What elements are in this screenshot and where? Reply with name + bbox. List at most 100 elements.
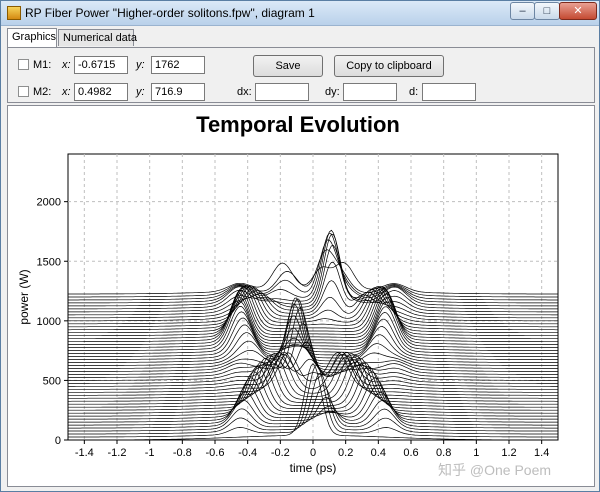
series-line (68, 364, 558, 438)
marker-row-m1: M1: x: -0.6715 y: 1762 Save Copy to clip… (8, 55, 594, 77)
series-line (68, 361, 558, 411)
series-line (68, 315, 558, 366)
dx-field[interactable] (255, 83, 309, 101)
tab-graphics[interactable]: Graphics (7, 28, 57, 47)
maximize-button[interactable]: □ (534, 2, 560, 20)
app-icon (7, 6, 21, 20)
temporal-evolution-plot[interactable]: -1.4 -1.2 -1 -0.8 -0.6 -0.4 -0.2 0 0.2 0.4 0.6 0.8 1… (8, 106, 594, 486)
y-tick-label: 500 (43, 375, 61, 387)
x-tick-label: 1 (473, 447, 479, 459)
series-line (68, 351, 558, 396)
series-line (68, 298, 558, 375)
series-line (68, 353, 558, 402)
series-line (68, 285, 558, 331)
series-line (68, 352, 558, 399)
series-line (68, 286, 558, 334)
series-line (68, 365, 558, 414)
marker-row-m2: M2: x: 0.4982 y: 716.9 dx: dy: d: (8, 83, 594, 103)
dx-label: dx: (237, 86, 252, 98)
d-label: d: (409, 86, 419, 98)
m1-x-field[interactable]: -0.6715 (74, 56, 128, 74)
m2-checkbox[interactable] (18, 86, 29, 97)
x-tick-label: -0.2 (271, 447, 290, 459)
series-line (68, 262, 558, 316)
series-line (68, 384, 558, 432)
x-tick-label: -1.2 (108, 447, 127, 459)
series-line (68, 363, 558, 440)
series-line (68, 323, 558, 381)
d-field[interactable] (422, 83, 476, 101)
x-tick-label: 0.2 (338, 447, 353, 459)
m2-y-label: y: (136, 86, 145, 98)
x-tick-label: -0.8 (173, 447, 192, 459)
series-line (68, 356, 558, 387)
y-tick-label: 0 (55, 435, 61, 447)
trace-group (68, 229, 558, 440)
x-tick-label: -0.6 (206, 447, 225, 459)
series-line (68, 384, 558, 423)
series-line (68, 354, 558, 405)
series-line (68, 377, 558, 420)
series-line (68, 280, 558, 319)
series-line (68, 290, 558, 340)
series-line (68, 285, 558, 325)
x-tick-label: 0.6 (403, 447, 418, 459)
minimize-button[interactable]: – (510, 2, 535, 20)
series-line (68, 245, 558, 313)
y-tick-label: 1500 (37, 256, 61, 268)
series-line (68, 352, 558, 393)
series-line (68, 317, 558, 357)
dy-field[interactable] (343, 83, 397, 101)
m1-label: M1: (33, 59, 52, 71)
series-line (68, 303, 558, 369)
series-line (68, 324, 558, 360)
series-line (68, 327, 558, 363)
m2-x-field[interactable]: 0.4982 (74, 83, 128, 101)
x-tick-label: 1.4 (534, 447, 549, 459)
series-line (68, 284, 558, 328)
x-tick-label: -1 (145, 447, 155, 459)
x-tick-label: -1.4 (75, 447, 94, 459)
m2-y-field[interactable]: 716.9 (151, 83, 205, 101)
m2-x-label: x: (62, 86, 71, 98)
series-line (68, 301, 558, 348)
x-axis-label: time (ps) (290, 461, 337, 475)
x-tick-label: 1.2 (501, 447, 516, 459)
series-line (68, 249, 558, 298)
series-line (68, 341, 558, 384)
series-line (68, 357, 558, 408)
y-axis-label: power (W) (17, 269, 31, 324)
x-tick-label: 0.4 (371, 447, 386, 459)
y-tick-label: 2000 (37, 197, 61, 209)
series-line (68, 293, 558, 343)
m1-y-field[interactable]: 1762 (151, 56, 205, 74)
save-button[interactable]: Save (253, 55, 323, 77)
tab-numerical-data[interactable]: Numerical data (58, 29, 137, 46)
chart-area[interactable]: Temporal Evolution -1.4 -1.2 -1 -0.8 -0.6 -0.… (7, 105, 595, 487)
series-line (68, 232, 558, 304)
m2-label: M2: (33, 86, 52, 98)
m1-x-label: x: (62, 59, 71, 71)
close-button[interactable]: ✕ (559, 2, 597, 20)
series-line (68, 229, 558, 307)
watermark: 知乎 @One Poem (438, 462, 552, 478)
window-title: RP Fiber Power "Higher-order solitons.fp… (25, 6, 315, 20)
series-line (68, 397, 558, 429)
copy-to-clipboard-button[interactable]: Copy to clipboard (334, 55, 444, 77)
y-tick-label: 1000 (37, 316, 61, 328)
series-line (68, 311, 558, 354)
m1-y-label: y: (136, 59, 145, 71)
dy-label: dy: (325, 86, 340, 98)
marker-panel: M1: x: -0.6715 y: 1762 Save Copy to clip… (7, 47, 595, 103)
series-line (68, 306, 558, 351)
m1-checkbox[interactable] (18, 59, 29, 70)
title-bar[interactable]: RP Fiber Power "Higher-order solitons.fp… (1, 1, 599, 26)
series-line (68, 296, 558, 345)
series-line (68, 354, 558, 390)
series-line (68, 287, 558, 337)
x-tick-label: 0 (310, 447, 316, 459)
series-line (68, 371, 558, 417)
x-tick-label: -0.4 (238, 447, 257, 459)
x-tick-label: 0.8 (436, 447, 451, 459)
series-line (68, 373, 558, 435)
